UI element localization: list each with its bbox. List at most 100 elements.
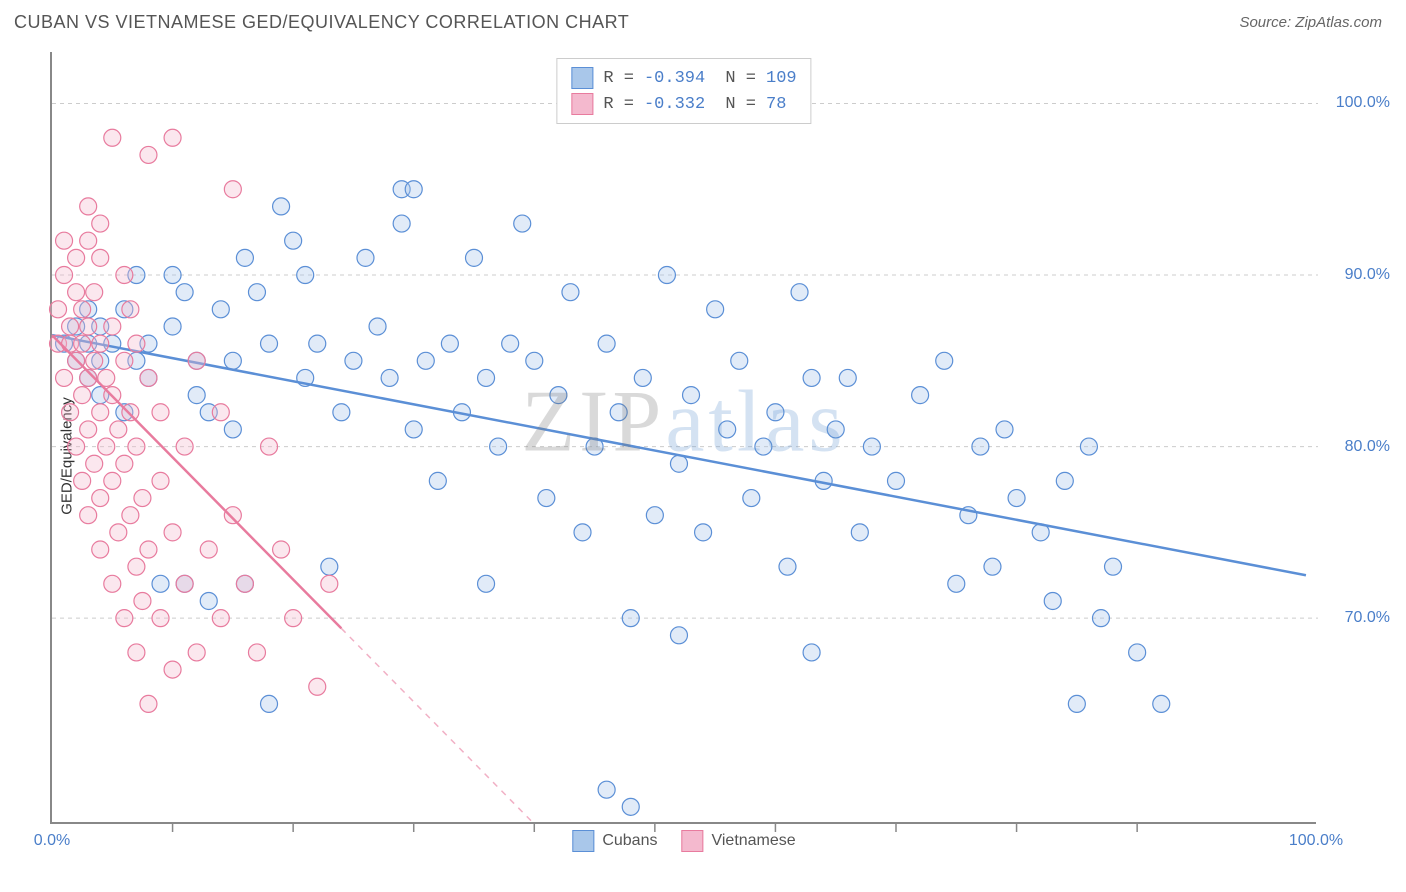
data-point [86,284,103,301]
data-point [417,352,434,369]
data-point [683,387,700,404]
data-point [104,575,121,592]
data-point [104,472,121,489]
data-point [333,404,350,421]
data-point [984,558,1001,575]
data-point [200,592,217,609]
data-point [152,575,169,592]
series-legend: Cubans Vietnamese [572,830,795,852]
data-point [188,352,205,369]
data-point [50,301,67,318]
data-point [731,352,748,369]
legend-swatch-vietnamese [681,830,703,852]
data-point [695,524,712,541]
data-point [526,352,543,369]
data-point [122,301,139,318]
data-point [212,610,229,627]
data-point [1008,490,1025,507]
data-point [92,541,109,558]
data-point [74,472,91,489]
data-point [152,610,169,627]
data-point [68,249,85,266]
data-point [128,438,145,455]
legend-item-vietnamese: Vietnamese [681,830,795,852]
swatch-cubans [571,67,593,89]
plot-area: ZIPatlas R = -0.394 N = 109 R = -0.332 N… [50,52,1316,824]
data-point [74,301,91,318]
data-point [550,387,567,404]
data-point [224,421,241,438]
data-point [80,421,97,438]
data-point [122,507,139,524]
n-value-vietnamese: 78 [766,95,786,114]
data-point [116,455,133,472]
trend-line [52,335,1306,575]
data-point [176,575,193,592]
data-point [128,335,145,352]
y-tick-label: 100.0% [1336,94,1390,112]
data-point [1153,695,1170,712]
data-point [634,369,651,386]
data-point [56,232,73,249]
data-point [309,335,326,352]
data-point [176,284,193,301]
data-point [164,661,181,678]
data-point [369,318,386,335]
data-point [128,558,145,575]
data-point [1105,558,1122,575]
data-point [212,404,229,421]
data-point [80,232,97,249]
n-value-cubans: 109 [766,69,797,88]
data-point [1080,438,1097,455]
data-point [164,524,181,541]
data-point [562,284,579,301]
data-point [134,490,151,507]
data-point [104,129,121,146]
data-point [98,438,115,455]
data-point [646,507,663,524]
y-tick-label: 90.0% [1345,266,1390,284]
data-point [670,455,687,472]
data-point [393,215,410,232]
stats-row-cubans: R = -0.394 N = 109 [571,65,796,91]
data-point [92,490,109,507]
data-point [140,146,157,163]
data-point [972,438,989,455]
data-point [176,438,193,455]
x-axis-min-label: 0.0% [34,832,70,850]
data-point [598,781,615,798]
data-point [948,575,965,592]
data-point [912,387,929,404]
data-point [357,249,374,266]
data-point [62,404,79,421]
data-point [80,318,97,335]
data-point [863,438,880,455]
data-point [74,335,91,352]
data-point [92,335,109,352]
data-point [56,267,73,284]
data-point [140,369,157,386]
trend-line-extrapolated [341,628,534,824]
data-point [1068,695,1085,712]
data-point [405,421,422,438]
data-point [478,369,495,386]
chart-title: CUBAN VS VIETNAMESE GED/EQUIVALENCY CORR… [14,12,629,33]
data-point [538,490,555,507]
data-point [164,129,181,146]
data-point [74,387,91,404]
data-point [86,352,103,369]
data-point [200,541,217,558]
data-point [707,301,724,318]
data-point [164,267,181,284]
data-point [996,421,1013,438]
data-point [188,644,205,661]
chart-container: GED/Equivalency ZIPatlas R = -0.394 N = … [14,46,1392,866]
data-point [839,369,856,386]
data-point [381,369,398,386]
data-point [110,524,127,541]
data-point [164,318,181,335]
data-point [622,798,639,815]
data-point [490,438,507,455]
data-point [116,267,133,284]
data-point [285,232,302,249]
